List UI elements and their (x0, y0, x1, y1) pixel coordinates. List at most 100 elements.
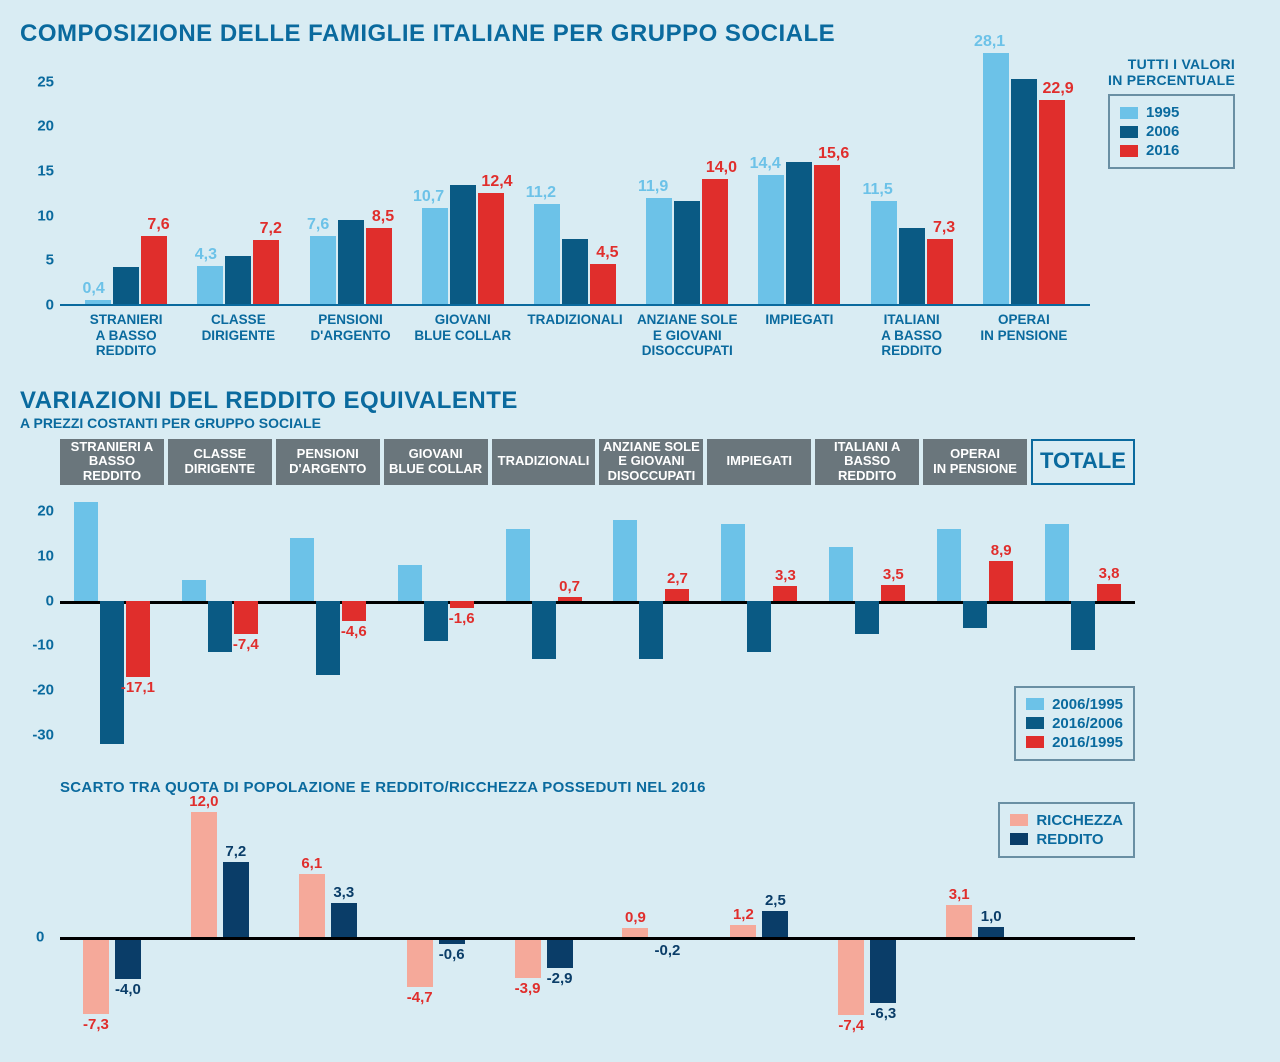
bar-value: 1,2 (733, 906, 754, 923)
bar-value: -7,3 (83, 1016, 109, 1033)
bar-value: 0,9 (625, 909, 646, 926)
bar (855, 601, 879, 635)
y-tick: 15 (26, 163, 54, 180)
bar: 1,2 (730, 925, 756, 938)
legend-item: 1995 (1120, 104, 1223, 121)
bar: -3,9 (515, 937, 541, 978)
bar: 3,3 (773, 586, 797, 601)
bar: -7,4 (838, 937, 864, 1014)
bar-group: -7,4 (168, 489, 272, 749)
column-header: ANZIANE SOLEE GIOVANIDISOCCUPATI (599, 439, 703, 485)
header-total: TOTALE (1031, 439, 1135, 485)
zero-line (60, 937, 1135, 940)
bar-group: 11,24,5 (519, 204, 631, 304)
bar (562, 239, 588, 304)
category-label: ITALIANIA BASSOREDDITO (856, 306, 968, 359)
column-header: CLASSEDIRIGENTE (168, 439, 272, 485)
bar-value: 7,6 (307, 216, 329, 234)
bar: 7,6 (310, 236, 336, 304)
bar (899, 228, 925, 304)
bar-value: 3,3 (333, 884, 354, 901)
chart2-section: VARIAZIONI DEL REDDITO EQUIVALENTE A PRE… (20, 387, 1260, 749)
bar: 7,2 (253, 240, 279, 304)
bar-value: 22,9 (1043, 80, 1074, 98)
bar-value: 14,0 (706, 159, 737, 177)
chart1-plot: 0,47,6 4,3 7,2 7,6 8,5 10,712,411,24,5 11,9 14,… (60, 56, 1090, 306)
bar: 12,0 (191, 812, 217, 937)
bar: 7,2 (223, 862, 249, 937)
bar: -17,1 (126, 601, 150, 678)
bar-group: 8,9 (923, 489, 1027, 749)
bar (937, 529, 961, 601)
bar-group: 0,47,6 (70, 236, 182, 304)
bar-value: -0,6 (439, 946, 465, 963)
y-tick: 25 (26, 73, 54, 90)
bar-value: -7,4 (838, 1017, 864, 1034)
bar: 11,5 (871, 201, 897, 304)
bar-group: 2,7 (600, 489, 704, 749)
bar (225, 256, 251, 304)
bar: 8,5 (366, 228, 392, 304)
bar (100, 601, 124, 744)
bar-value: -17,1 (121, 679, 155, 696)
bar-value: 7,6 (147, 216, 169, 234)
bar (674, 201, 700, 304)
bar-value: 0,7 (559, 578, 580, 595)
bar (450, 185, 476, 304)
legend-item: REDDITO (1010, 831, 1123, 848)
bar: 14,0 (702, 179, 728, 304)
category-label: PENSIONID'ARGENTO (294, 306, 406, 359)
bar-value: 10,7 (413, 188, 444, 206)
legend-item: 2006 (1120, 123, 1223, 140)
bar (829, 547, 853, 601)
bar-value: -0,2 (655, 942, 681, 959)
bar-value: 11,9 (638, 178, 668, 196)
bar (424, 601, 448, 641)
chart1-legend: TUTTI I VALORIIN PERCENTUALE 19952006201… (1108, 56, 1235, 359)
bar: 7,3 (927, 239, 953, 304)
column-header: OPERAIIN PENSIONE (923, 439, 1027, 485)
bar-value: 3,1 (949, 886, 970, 903)
legend-item: RICCHEZZA (1010, 812, 1123, 829)
bar (747, 601, 771, 653)
bar (316, 601, 340, 675)
bar: 3,3 (331, 903, 357, 938)
bar-value: -3,9 (515, 980, 541, 997)
bar (786, 162, 812, 304)
bar-value: -1,6 (449, 610, 475, 627)
bar-group: 4,3 7,2 (182, 240, 294, 304)
column-header: PENSIONID'ARGENTO (276, 439, 380, 485)
chart1-title: COMPOSIZIONE DELLE FAMIGLIE ITALIANE PER… (20, 20, 1260, 48)
y-tick: 0 (24, 592, 54, 609)
bar-group: -4,7 -0,6 (384, 802, 488, 1032)
bar-value: 3,5 (883, 566, 904, 583)
category-label: OPERAIIN PENSIONE (968, 306, 1080, 359)
bar-value: 28,1 (974, 33, 1005, 51)
bar: -6,3 (870, 937, 896, 1003)
bar-value: 3,3 (775, 567, 796, 584)
bar-value: -4,7 (407, 989, 433, 1006)
bar-group: -7,3-4,0 (60, 802, 164, 1032)
bar-group: 7,6 8,5 (294, 220, 406, 304)
chart3-plot: -7,3-4,012,07,26,13,3-4,7-0,6-3,9-2,90,9… (60, 802, 1135, 1032)
bar (639, 601, 663, 659)
category-label: GIOVANIBLUE COLLAR (407, 306, 519, 359)
bar-group: 10,712,4 (407, 185, 519, 304)
chart2-subtitle: A PREZZI COSTANTI PER GRUPPO SOCIALE (20, 415, 1260, 431)
chart3-section: SCARTO TRA QUOTA DI POPOLAZIONE E REDDIT… (20, 779, 1260, 1032)
bar: 4,5 (590, 264, 616, 304)
chart2-plot: -17,1-7,4-4,6-1,60,72,73,33,58,93,8 2006… (60, 489, 1135, 749)
bar: -2,9 (547, 937, 573, 967)
chart1: 0,47,6 4,3 7,2 7,6 8,5 10,712,411,24,5 11,9 14,… (20, 56, 1260, 359)
bar: -7,4 (234, 601, 258, 634)
bar-group: 6,13,3 (276, 802, 380, 1032)
category-label: STRANIERIA BASSOREDDITO (70, 306, 182, 359)
bar: 2,5 (762, 911, 788, 937)
legend-item: 2016/1995 (1026, 734, 1123, 751)
bar (613, 520, 637, 601)
bar (290, 538, 314, 601)
bar: 4,3 (197, 266, 223, 304)
bar: -4,7 (407, 937, 433, 986)
y-tick: -30 (24, 727, 54, 744)
category-label: IMPIEGATI (743, 306, 855, 359)
